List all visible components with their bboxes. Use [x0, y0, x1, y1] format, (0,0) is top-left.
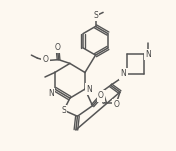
Text: O: O: [55, 43, 61, 52]
Text: N: N: [48, 89, 54, 98]
Text: O: O: [114, 100, 119, 109]
Text: S: S: [61, 106, 66, 115]
Text: N: N: [145, 50, 150, 59]
Text: S: S: [93, 11, 98, 20]
Text: O: O: [98, 91, 104, 100]
Text: O: O: [42, 55, 48, 64]
Text: N: N: [86, 85, 92, 94]
Text: N: N: [121, 69, 126, 79]
